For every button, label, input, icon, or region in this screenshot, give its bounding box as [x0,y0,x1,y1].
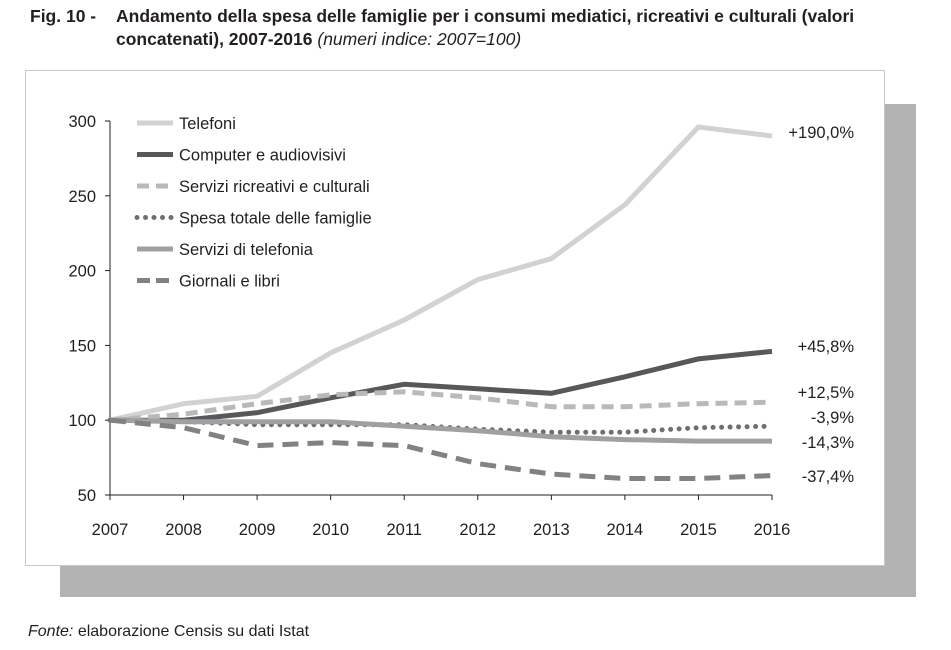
series-line-5 [109,417,773,481]
chart-axes: 50 100 150 200 250 300 2007 2008 2009 2010 2011 201… [68,113,790,539]
chart-lines [107,124,775,481]
x-tick-label: 2010 [312,521,349,539]
figure-title-text: Andamento della spesa delle famiglie per… [116,5,930,51]
y-tick-label: 100 [68,412,96,430]
x-tick-label: 2015 [680,521,717,539]
figure-title: Fig. 10 - Andamento della spesa delle fa… [30,5,930,51]
x-tick-label: 2014 [607,521,644,539]
y-tick-label: 250 [68,188,96,206]
x-tick-label: 2013 [533,521,570,539]
end-label: -14,3% [802,434,855,452]
series-line-2 [109,389,773,423]
x-tick-label: 2007 [92,521,129,539]
end-label: +45,8% [798,338,855,356]
figure-number: Fig. 10 - [30,6,97,26]
y-tick-label: 150 [68,337,96,355]
series-line-4 [109,417,772,444]
legend-label: Spesa totale delle famiglie [179,210,372,228]
figure-subtitle: (numeri indice: 2007=100) [317,29,522,49]
chart-end-labels: +190,0% +45,8% +12,5% -3,9% -14,3% -37,4% [788,124,854,486]
x-tick-label: 2011 [386,521,421,539]
end-label: +12,5% [798,384,855,402]
chart-legend: Telefoni Computer e audiovisivi Servizi ri… [134,115,372,291]
series-line-1 [110,348,773,423]
x-tick-label: 2009 [239,521,276,539]
legend-label: Servizi di telefonia [179,241,314,259]
end-label: +190,0% [788,124,854,142]
source-lead: Fonte: [28,623,74,640]
legend-label: Telefoni [179,115,236,133]
source-text: elaborazione Censis su dati Istat [77,623,310,640]
legend-label: Giornali e libri [179,273,280,291]
legend-label: Servizi ricreativi e culturali [179,178,370,196]
legend-label: Computer e audiovisivi [179,147,346,165]
series-line-0 [109,124,773,423]
y-tick-label: 200 [68,263,96,281]
x-tick-label: 2016 [754,521,791,539]
y-tick-label: 300 [68,113,96,131]
end-label: -37,4% [802,468,855,486]
y-tick-label: 50 [78,487,96,505]
source-note: Fonte: elaborazione Censis su dati Istat [28,623,309,641]
figure-title-main: Andamento della spesa delle famiglie per… [116,6,855,49]
x-tick-label: 2008 [165,521,202,539]
end-label: -3,9% [811,409,854,427]
x-tick-label: 2012 [459,521,496,539]
